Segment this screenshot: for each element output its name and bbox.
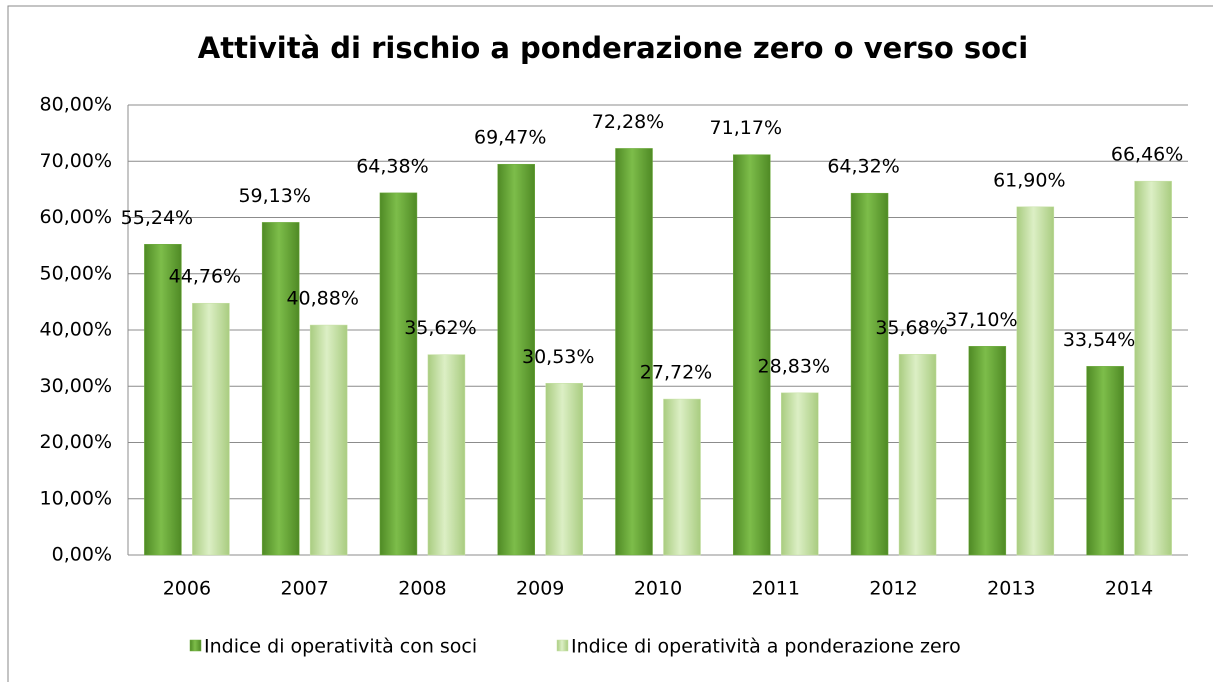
y-tick-label: 60,00%: [40, 206, 112, 228]
bar: [1134, 180, 1172, 556]
y-tick-label: 30,00%: [40, 375, 112, 397]
data-label: 71,17%: [710, 117, 782, 139]
bar: [850, 192, 889, 556]
data-label: 40,88%: [286, 288, 358, 310]
data-label: 72,28%: [592, 111, 664, 133]
y-tick-label: 10,00%: [40, 487, 112, 509]
chart-border: [7, 5, 1213, 682]
y-tick-label: 40,00%: [40, 319, 112, 341]
x-tick-label: 2012: [869, 578, 917, 600]
bar: [781, 392, 819, 556]
chart-title: Attività di rischio a ponderazione zero …: [198, 31, 1028, 65]
x-tick-label: 2006: [163, 578, 211, 600]
bar: [898, 354, 937, 556]
legend-marker: [189, 639, 202, 652]
data-label: 33,54%: [1063, 329, 1135, 351]
x-tick-label: 2014: [1105, 578, 1153, 600]
y-tick-label: 50,00%: [40, 262, 112, 284]
bar: [497, 163, 535, 556]
bar: [968, 346, 1007, 556]
bar: [144, 244, 182, 556]
bar: [615, 148, 653, 556]
data-label: 35,62%: [404, 317, 476, 339]
y-tick-label: 80,00%: [40, 94, 112, 116]
data-label: 66,46%: [1111, 144, 1183, 166]
bar: [379, 192, 418, 556]
data-label: 27,72%: [640, 362, 712, 384]
data-label: 28,83%: [758, 355, 830, 377]
bar: [261, 222, 300, 556]
legend-label: Indice di operatività con soci: [204, 636, 477, 658]
y-tick-label: 0,00%: [52, 544, 112, 566]
y-tick-label: 70,00%: [40, 150, 112, 172]
data-label: 35,68%: [875, 317, 947, 339]
legend-label: Indice di operatività a ponderazione zer…: [571, 636, 961, 658]
bar: [1016, 206, 1055, 556]
x-tick-label: 2010: [634, 578, 682, 600]
bar: [309, 324, 348, 556]
data-label: 61,90%: [993, 169, 1065, 191]
data-label: 30,53%: [522, 346, 594, 368]
x-tick-label: 2009: [516, 578, 564, 600]
x-tick-label: 2013: [987, 578, 1035, 600]
legend-marker: [556, 639, 569, 652]
x-tick-label: 2011: [752, 578, 800, 600]
bar: [733, 154, 771, 556]
data-label: 69,47%: [474, 127, 546, 149]
data-label: 64,32%: [827, 156, 899, 178]
data-label: 44,76%: [169, 266, 241, 288]
x-tick-label: 2008: [398, 578, 446, 600]
bar: [192, 302, 230, 556]
bar: [545, 383, 583, 556]
x-tick-label: 2007: [280, 578, 328, 600]
data-label: 37,10%: [945, 309, 1017, 331]
y-tick-label: 20,00%: [40, 431, 112, 453]
bar: [427, 354, 466, 556]
bar: [663, 398, 701, 556]
bar: [1086, 366, 1124, 556]
data-label: 59,13%: [238, 185, 310, 207]
data-label: 64,38%: [356, 155, 428, 177]
data-label: 55,24%: [121, 207, 193, 229]
